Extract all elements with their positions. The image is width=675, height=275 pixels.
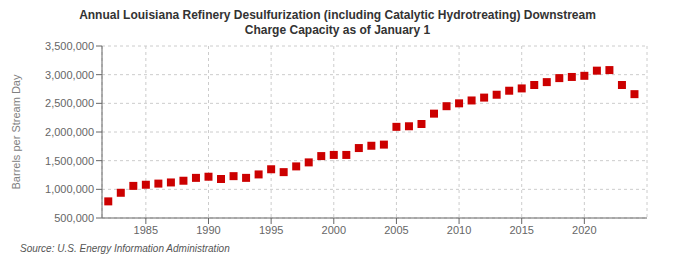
html-text:Annual Louisiana Refinery Desu: Annual Louisiana Refinery Desulfurizatio… bbox=[79, 8, 596, 22]
svg-text:1990: 1990 bbox=[196, 224, 220, 236]
svg-text:2015: 2015 bbox=[509, 224, 533, 236]
svg-text:3,500,000: 3,500,000 bbox=[45, 40, 94, 52]
svg-text:1,000,000: 1,000,000 bbox=[45, 183, 94, 195]
svg-text:500,000: 500,000 bbox=[54, 212, 94, 224]
svg-text:2005: 2005 bbox=[384, 224, 408, 236]
svg-text:2,000,000: 2,000,000 bbox=[45, 126, 94, 138]
svg-text:3,000,000: 3,000,000 bbox=[45, 69, 94, 81]
svg-text:1995: 1995 bbox=[259, 224, 283, 236]
svg-text:Barrels per Stream Day: Barrels per Stream Day bbox=[10, 74, 22, 189]
html-text:Source: U.S. Energy Informatio: Source: U.S. Energy Information Administ… bbox=[20, 243, 230, 254]
svg-text:2010: 2010 bbox=[447, 224, 471, 236]
html-text:Charge Capacity as of January: Charge Capacity as of January 1 bbox=[244, 23, 431, 37]
svg-text:1,500,000: 1,500,000 bbox=[45, 155, 94, 167]
svg-text:1985: 1985 bbox=[134, 224, 158, 236]
svg-text:2000: 2000 bbox=[322, 224, 346, 236]
svg-text:2020: 2020 bbox=[572, 224, 596, 236]
svg-text:2,500,000: 2,500,000 bbox=[45, 97, 94, 109]
